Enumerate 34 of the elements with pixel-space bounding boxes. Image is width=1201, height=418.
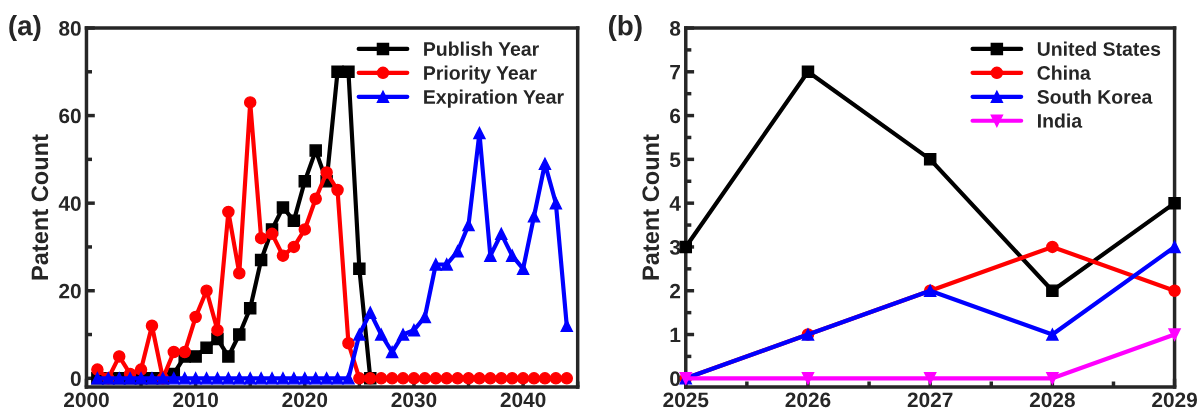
legend-label: Priority Year	[424, 65, 537, 84]
y-tick-label: 5	[669, 152, 681, 168]
x-tick-label: 2029	[1152, 392, 1197, 408]
x-tick-label: 2000	[64, 392, 109, 408]
y-tick-label: 4	[669, 196, 681, 211]
legend-label: Publish Year	[424, 41, 539, 56]
y-tick-label: 20	[59, 283, 81, 299]
legend-label: South Korea	[1037, 89, 1153, 104]
y-tick-label: 60	[59, 108, 81, 124]
legend-label: India	[1038, 113, 1083, 128]
y-tick-label: 0	[70, 371, 81, 387]
y-axis-title: Patent Count	[642, 134, 660, 280]
legend-label: China	[1037, 65, 1091, 80]
chart-title: (a)	[9, 15, 41, 41]
x-tick-label: 2026	[785, 392, 831, 408]
y-tick-label: 8	[669, 21, 681, 36]
x-tick-label: 2040	[500, 392, 546, 408]
y-tick-label: 40	[58, 196, 81, 211]
y-tick-label: 6	[670, 108, 681, 124]
x-tick-label: 2027	[907, 392, 953, 408]
x-tick-label: 2020	[282, 392, 328, 408]
x-tick-label: 2025	[663, 392, 709, 408]
x-tick-label: 2010	[173, 392, 218, 408]
y-tick-label: 7	[670, 65, 680, 80]
legend-label: Expiration Year	[424, 89, 564, 108]
x-tick-label: 2030	[391, 392, 437, 408]
chart-title: (b)	[608, 15, 642, 41]
legend-label: United States	[1037, 41, 1161, 56]
y-tick-label: 0	[670, 371, 681, 387]
y-tick-label: 80	[59, 21, 81, 36]
y-tick-label: 2	[670, 283, 681, 299]
y-tick-label: 1	[670, 327, 681, 343]
y-axis-title: Patent Count	[31, 134, 49, 280]
x-tick-label: 2028	[1029, 392, 1075, 408]
